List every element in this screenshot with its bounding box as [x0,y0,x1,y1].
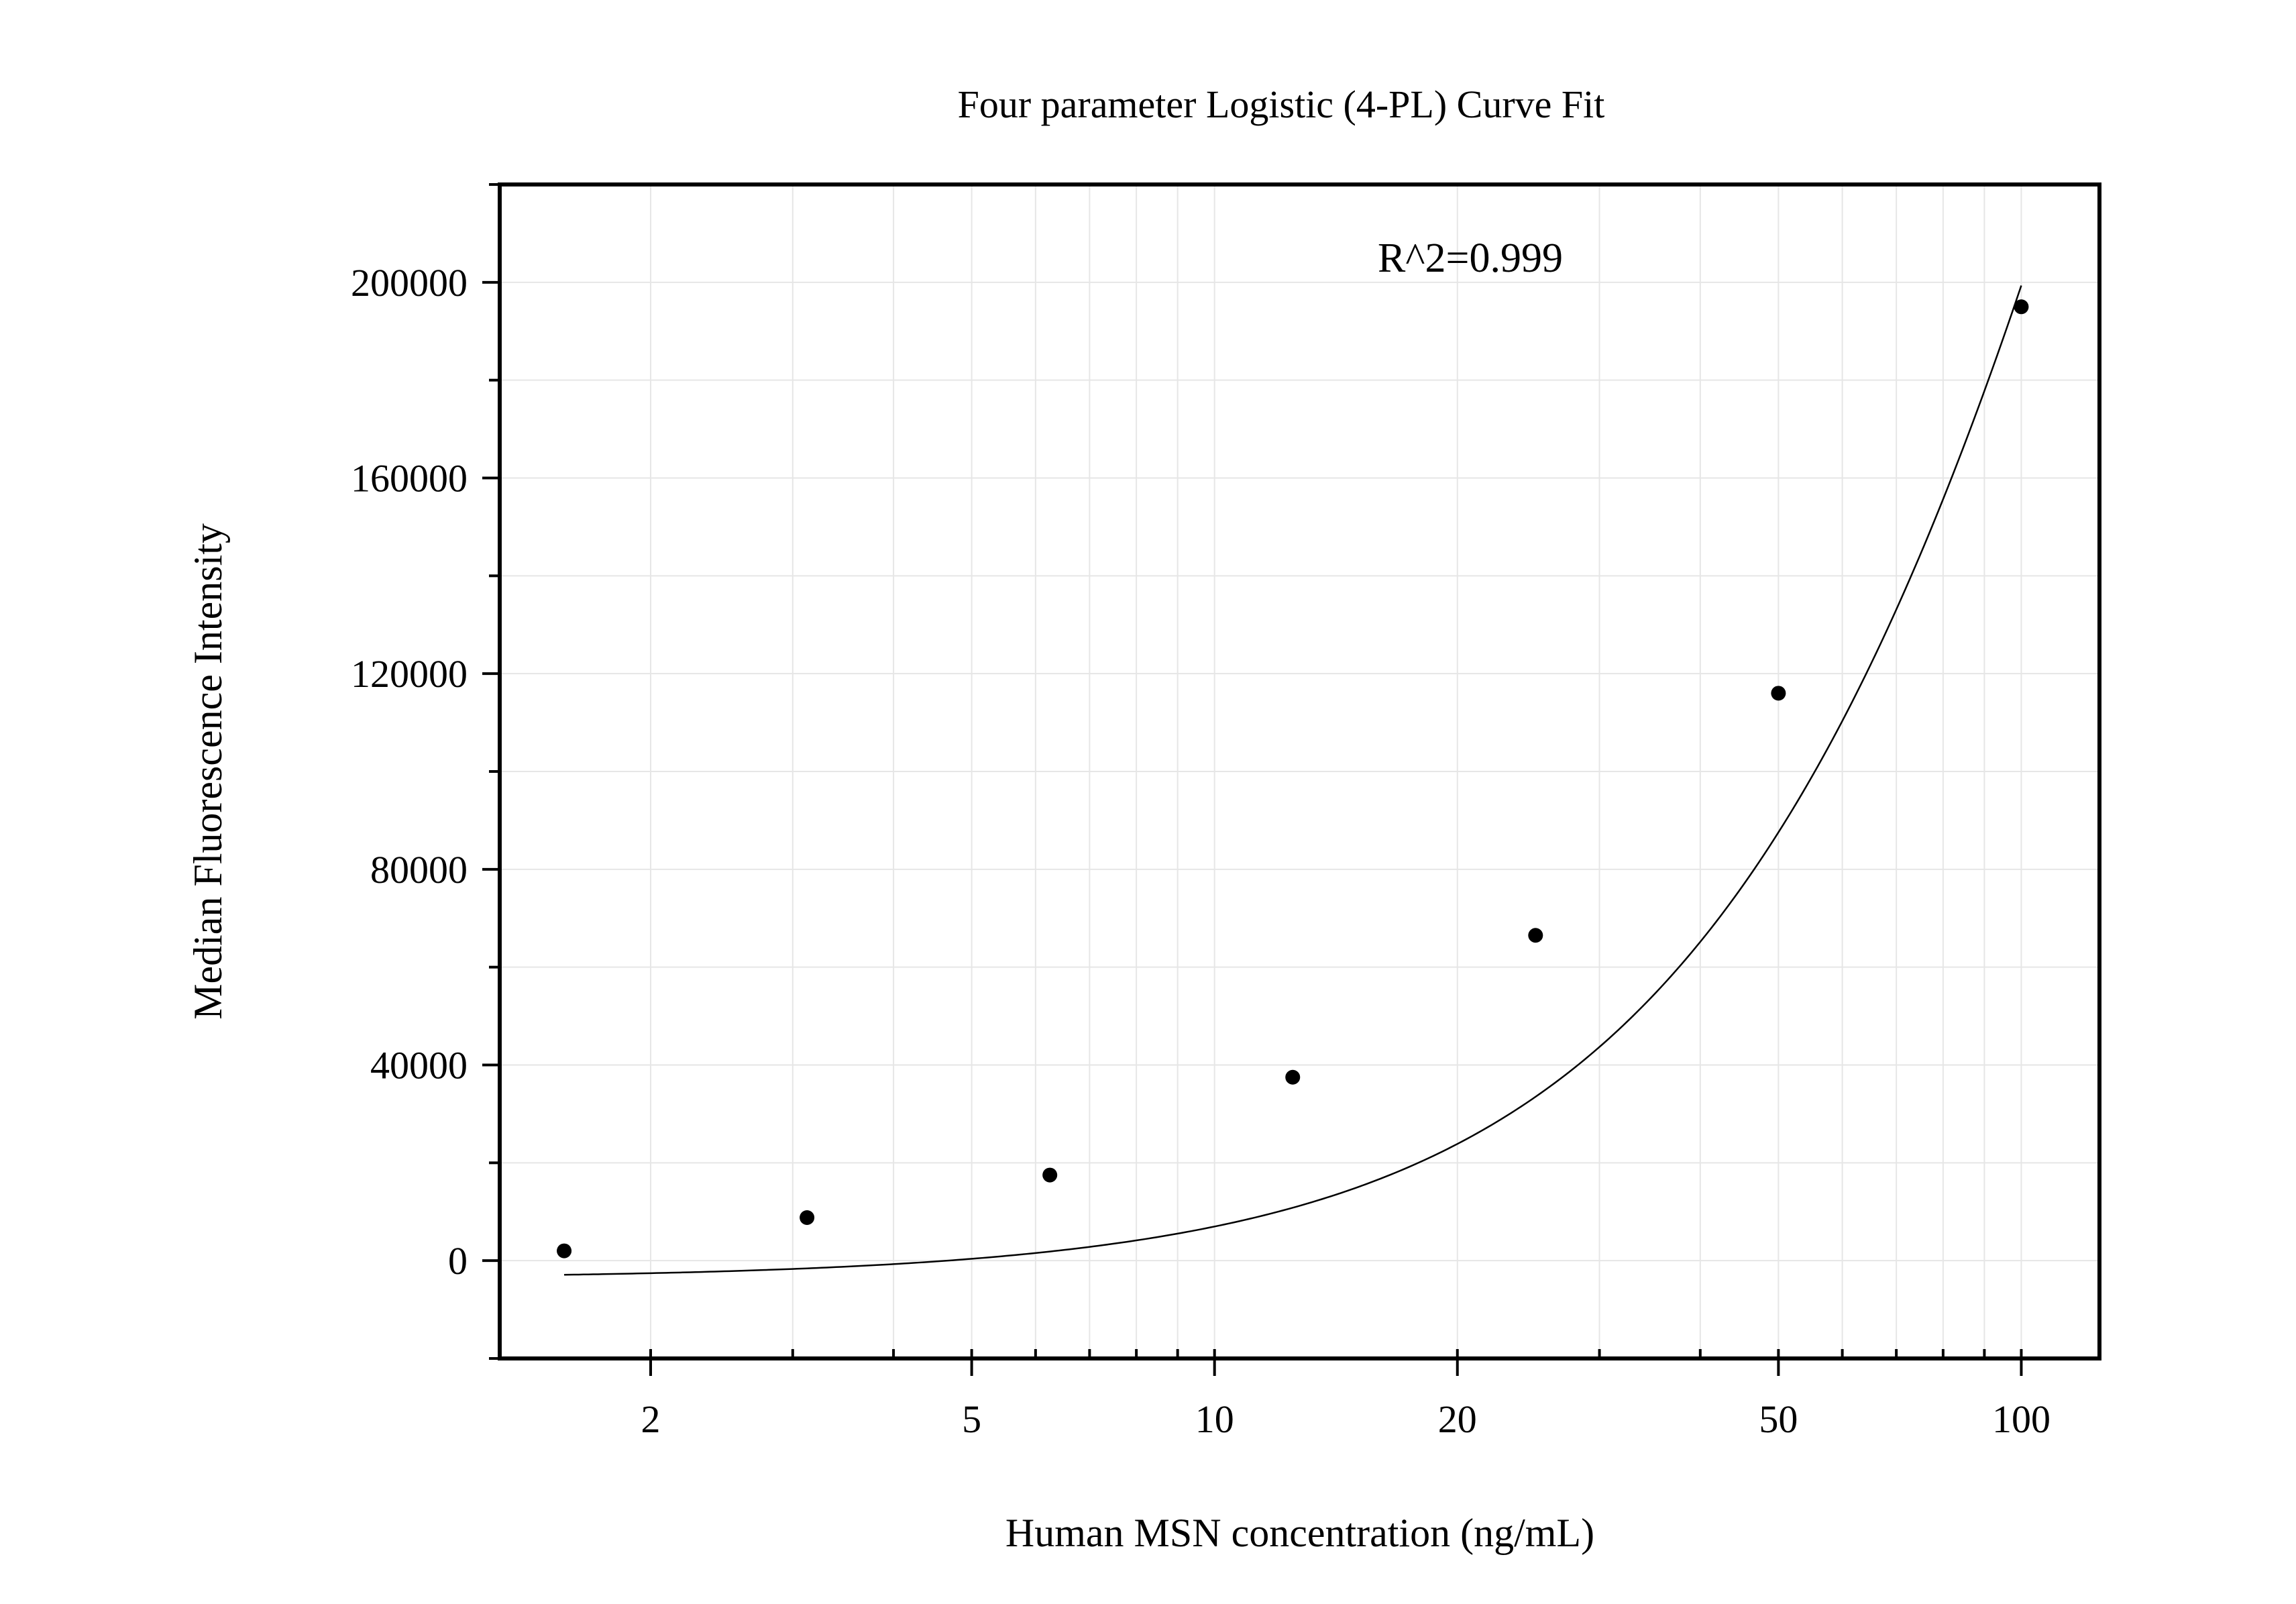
y-tick-label: 160000 [351,457,468,500]
y-tick-label: 80000 [370,848,468,892]
y-axis-label: Median Fluorescence Intensity [186,523,230,1020]
fit-curve [564,285,2022,1276]
x-tick-label: 5 [962,1397,981,1441]
x-tick-label: 10 [1195,1397,1234,1441]
y-tick-label: 0 [448,1239,468,1283]
tick-labels: 2 5 10 20 50 100 0 40000 80000 120000 160000 200000 [351,261,2051,1441]
chart-title: Four parameter Logistic (4-PL) Curve Fit [958,83,1605,126]
y-tick-label: 200000 [351,261,468,305]
data-point [1285,1069,1301,1085]
y-tick-label: 40000 [370,1044,468,1087]
data-point [1042,1167,1058,1183]
data-point [800,1210,815,1225]
y-tick-label: 120000 [351,652,468,696]
grid [500,184,2099,1358]
data-point [2014,299,2029,315]
x-tick-label: 50 [1759,1397,1798,1441]
x-tick-label: 2 [641,1397,661,1441]
data-points [557,299,2029,1259]
x-tick-label: 20 [1438,1397,1477,1441]
x-tick-label: 100 [1992,1397,2051,1441]
data-point [1528,928,1543,943]
data-point [557,1243,572,1259]
r-squared-annotation: R^2=0.999 [1378,235,1563,281]
x-axis-label: Human MSN concentration (ng/mL) [1005,1511,1594,1555]
axis-ticks [482,183,2023,1376]
data-point [1771,686,1786,701]
